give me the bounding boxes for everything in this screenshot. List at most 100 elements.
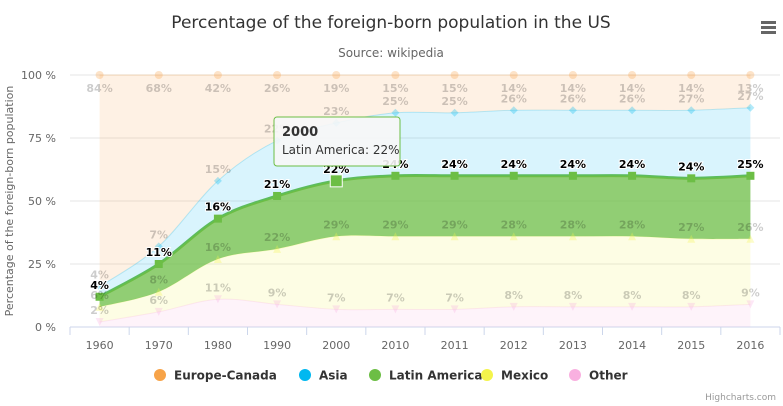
marker-asia[interactable] xyxy=(509,106,518,115)
y-tick-label: 25 % xyxy=(28,258,56,271)
marker-latin-america[interactable] xyxy=(450,171,459,180)
marker-europe-canada[interactable] xyxy=(568,71,577,79)
y-tick-label: 50 % xyxy=(28,195,56,208)
data-label-asia: 4% xyxy=(90,269,109,282)
marker-mexico[interactable] xyxy=(213,254,222,263)
x-tick-label: 1960 xyxy=(86,339,114,352)
marker-asia[interactable] xyxy=(450,108,459,117)
legend-label: Europe-Canada xyxy=(174,369,277,383)
marker-latin-america[interactable] xyxy=(509,171,518,180)
marker-other[interactable] xyxy=(568,302,577,311)
marker-latin-america[interactable] xyxy=(628,171,637,180)
marker-latin-america[interactable] xyxy=(687,174,696,183)
marker-europe-canada[interactable] xyxy=(213,71,222,79)
marker-other[interactable] xyxy=(332,305,341,314)
areas xyxy=(98,74,751,327)
marker-mexico[interactable] xyxy=(509,232,518,241)
marker-europe-canada[interactable] xyxy=(154,71,163,79)
data-label-latin-america: 24% xyxy=(619,158,645,171)
marker-europe-canada[interactable] xyxy=(509,71,518,79)
data-label-europe-canada: 14% xyxy=(501,82,527,95)
x-tick-label: 2011 xyxy=(441,339,469,352)
area-latin-america[interactable] xyxy=(99,175,751,307)
area-other[interactable] xyxy=(99,299,751,327)
marker-other[interactable] xyxy=(687,302,696,311)
marker-latin-america[interactable] xyxy=(391,171,400,180)
data-label-mexico: 26% xyxy=(737,221,763,234)
marker-latin-america[interactable] xyxy=(746,171,755,180)
marker-asia[interactable] xyxy=(628,106,637,115)
data-label-europe-canada: 14% xyxy=(678,82,704,95)
legend-item-other[interactable]: Other xyxy=(569,369,628,383)
x-tick-label: 2012 xyxy=(500,339,528,352)
marker-other[interactable] xyxy=(509,302,518,311)
legend: Europe-Canada Asia Latin America Mexico Othe… xyxy=(154,369,628,383)
marker-latin-america[interactable] xyxy=(273,191,282,200)
markers xyxy=(95,71,755,326)
marker-europe-canada[interactable] xyxy=(273,71,282,79)
marker-other[interactable] xyxy=(746,300,755,309)
marker-asia[interactable] xyxy=(687,106,696,115)
marker-europe-canada[interactable] xyxy=(332,71,341,79)
hamburger-menu-icon[interactable] xyxy=(755,14,781,40)
marker-other[interactable] xyxy=(95,317,104,326)
marker-asia[interactable] xyxy=(568,106,577,115)
data-label-asia: 15% xyxy=(205,163,231,176)
marker-europe-canada[interactable] xyxy=(450,71,459,79)
area-asia[interactable] xyxy=(99,107,751,297)
marker-europe-canada[interactable] xyxy=(95,71,104,79)
data-label-mexico: 22% xyxy=(264,231,290,244)
marker-mexico[interactable] xyxy=(568,232,577,241)
marker-asia[interactable] xyxy=(746,103,755,112)
marker-latin-america[interactable] xyxy=(568,171,577,180)
data-label-mexico: 28% xyxy=(560,218,586,231)
marker-other[interactable] xyxy=(391,305,400,314)
legend-item-mexico[interactable]: Mexico xyxy=(481,369,548,383)
marker-asia[interactable] xyxy=(95,282,104,291)
area-mexico[interactable] xyxy=(99,235,751,322)
y-tick-label: 100 % xyxy=(21,69,56,82)
marker-latin-america[interactable] xyxy=(154,260,163,268)
data-label-europe-canada: 19% xyxy=(323,82,349,95)
marker-mexico[interactable] xyxy=(95,302,104,311)
marker-mexico[interactable] xyxy=(746,234,755,243)
marker-other[interactable] xyxy=(154,307,163,316)
marker-other[interactable] xyxy=(273,300,282,309)
chart-title: Percentage of the foreign-born populatio… xyxy=(171,13,610,33)
marker-mexico[interactable] xyxy=(628,232,637,241)
marker-mexico[interactable] xyxy=(273,244,282,253)
data-label-other: 7% xyxy=(445,291,464,304)
marker-other[interactable] xyxy=(213,295,222,304)
marker-europe-canada[interactable] xyxy=(628,71,637,79)
marker-mexico[interactable] xyxy=(450,232,459,241)
marker-asia[interactable] xyxy=(391,108,400,117)
marker-europe-canada[interactable] xyxy=(391,71,400,79)
data-label-europe-canada: 13% xyxy=(737,82,763,95)
legend-item-asia[interactable]: Asia xyxy=(299,369,348,383)
data-label-europe-canada: 15% xyxy=(441,82,467,95)
area-europe-canada[interactable] xyxy=(99,75,751,287)
marker-mexico[interactable] xyxy=(154,287,163,296)
marker-latin-america[interactable] xyxy=(95,292,104,301)
marker-europe-canada[interactable] xyxy=(687,71,696,79)
legend-item-europe-canada[interactable]: Europe-Canada xyxy=(154,369,277,383)
data-label-latin-america: 21% xyxy=(264,178,290,191)
marker-asia[interactable] xyxy=(154,242,163,251)
marker-other[interactable] xyxy=(450,305,459,314)
credits-link[interactable]: Highcharts.com xyxy=(705,393,776,403)
marker-mexico[interactable] xyxy=(332,232,341,241)
x-tick-label: 1990 xyxy=(263,339,291,352)
legend-item-latin-america[interactable]: Latin America xyxy=(369,369,483,383)
marker-mexico[interactable] xyxy=(687,234,696,243)
x-tick-label: 2010 xyxy=(381,339,409,352)
marker-europe-canada[interactable] xyxy=(746,71,755,79)
marker-latin-america[interactable] xyxy=(329,174,343,188)
marker-other[interactable] xyxy=(628,302,637,311)
y-tick-label: 0 % xyxy=(35,321,56,334)
marker-latin-america[interactable] xyxy=(213,214,222,223)
marker-asia[interactable] xyxy=(213,176,222,185)
data-label-mexico: 29% xyxy=(323,218,349,231)
marker-mexico[interactable] xyxy=(391,232,400,241)
data-label-asia: 27% xyxy=(737,90,763,103)
